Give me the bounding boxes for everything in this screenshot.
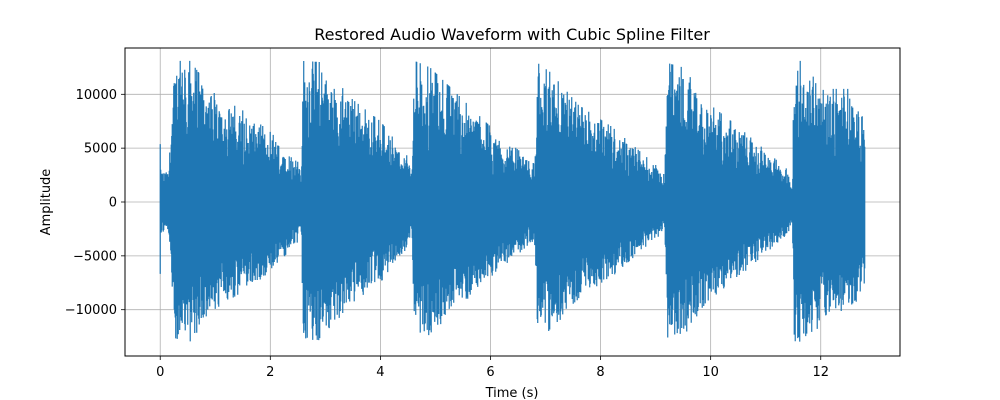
waveform-trace	[159, 60, 866, 342]
y-tick-label: 0	[109, 196, 117, 211]
x-tick-label: 10	[702, 365, 719, 380]
x-tick-label: 12	[812, 365, 829, 380]
chart-title: Restored Audio Waveform with Cubic Splin…	[314, 25, 710, 44]
x-tick-label: 4	[376, 365, 384, 380]
x-axis-label: Time (s)	[485, 386, 539, 400]
y-tick-label: −5000	[73, 249, 117, 264]
y-tick-label: 10000	[76, 88, 117, 103]
x-tick-label: 6	[486, 365, 494, 380]
waveform-series	[159, 60, 866, 342]
y-axis-label: Amplitude	[39, 169, 54, 236]
y-tick-label: 5000	[84, 142, 117, 157]
x-axis-ticks: 0 2 4 6 8 10 12	[156, 356, 829, 380]
x-tick-label: 0	[156, 365, 164, 380]
x-tick-label: 2	[266, 365, 274, 380]
y-axis-ticks: −10000 −5000 0 5000 10000	[65, 88, 125, 318]
x-tick-label: 8	[596, 365, 604, 380]
y-tick-label: −10000	[65, 303, 117, 318]
